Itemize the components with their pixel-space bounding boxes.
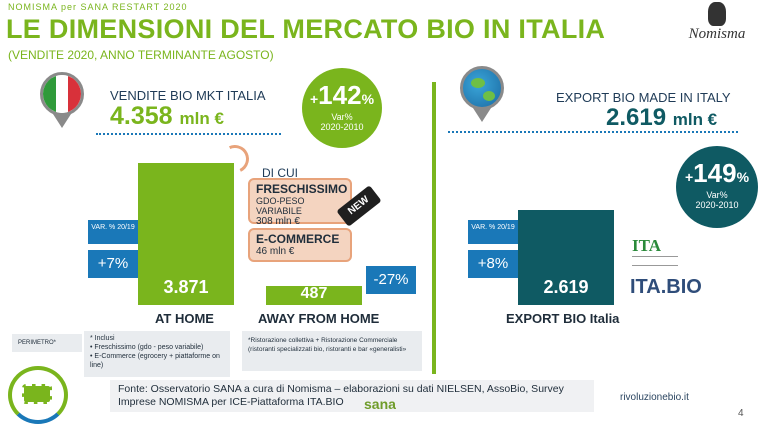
at-home-caption: AT HOME [155, 311, 214, 326]
page-title: LE DIMENSIONI DEL MERCATO BIO IN ITALIA [6, 14, 606, 44]
growth-period: 2020-2010 [320, 122, 364, 132]
ecommerce-value: 46 mln € [256, 246, 295, 257]
brand-logo: Nomisma [682, 2, 752, 50]
perimetro-label-box: PERIMETRO* [12, 334, 82, 352]
export-value: 2.619 mln € [606, 104, 717, 132]
freschissimo-box: FRESCHISSIMO GDO-PESO VARIABILE 308 mln … [248, 178, 352, 227]
page-number: 4 [738, 408, 744, 419]
ita-logo: ITA [632, 236, 661, 255]
bar-away-value: 487 [300, 285, 328, 302]
export-growth-prefix: + [684, 169, 694, 185]
export-caption: EXPORT BIO Italia [506, 311, 620, 326]
dicui-label: DI CUI [262, 166, 298, 180]
growth-prefix: + [309, 91, 319, 107]
perimetro-bullet-2: • E-Commerce (egrocery + piattaforme on … [90, 353, 220, 369]
at-home-var-label: VAR. % 20/19 [88, 220, 138, 244]
brand-name: Nomisma [688, 26, 746, 42]
export-label: EXPORT BIO MADE IN ITALY [556, 90, 731, 105]
export-growth-period: 2020-2010 [695, 200, 739, 210]
globe-pin-tip [473, 108, 491, 122]
italy-growth-circle: +142% Var% 2020-2010 [302, 68, 382, 148]
export-unit: mln € [672, 110, 718, 129]
export-number: 2.619 [606, 104, 667, 131]
italy-market-label: VENDITE BIO MKT ITALIA [110, 88, 266, 103]
export-growth-circle: +149% Var% 2020-2010 [676, 146, 758, 228]
growth-suffix: % [361, 91, 375, 107]
export-dotted-line [448, 131, 738, 133]
source-box: Fonte: Osservatorio SANA a cura di Nomis… [110, 380, 594, 412]
itabio-logo: ITA.BIO [630, 276, 702, 298]
bar-at-home-value: 3.871 [163, 277, 209, 297]
away-var-value: -27% [366, 266, 416, 294]
globe-icon [460, 66, 504, 110]
perimetro-inclusi: * Inclusi [90, 335, 115, 342]
freschissimo-sub: GDO-PESO VARIABILE [256, 196, 305, 216]
kicker: NOMISMA per SANA RESTART 2020 [8, 2, 188, 12]
freschissimo-title: FRESCHISSIMO [256, 182, 348, 196]
bio-circle-logo [8, 366, 68, 424]
export-var-value: +8% [468, 250, 518, 278]
italy-flag-icon [40, 72, 84, 116]
italy-market-unit: mln € [179, 109, 224, 128]
bar-at-home [138, 163, 234, 305]
ecommerce-title: E-COMMERCE [256, 232, 340, 246]
export-growth-suffix: % [736, 169, 750, 185]
vertical-divider [432, 82, 436, 374]
ita-logo-lines [632, 256, 678, 266]
italy-pin-tip [53, 114, 71, 128]
away-caption: AWAY FROM HOME [258, 311, 380, 326]
growth-label: Var% [331, 112, 353, 122]
ecommerce-box: E-COMMERCE 46 mln € [248, 228, 352, 262]
bar-export [518, 210, 614, 305]
bar-away-from-home [266, 286, 362, 305]
perimetro-note-box: *Ristorazione collettiva + Ristorazione … [242, 331, 422, 371]
export-growth-value: 149 [693, 158, 737, 188]
perimetro-included-box: * Inclusi • Freschissimo (gdo - peso var… [84, 331, 230, 377]
bar-export-value: 2.619 [543, 277, 589, 297]
freschissimo-value: 308 mln € [256, 216, 300, 227]
italy-market-number: 4.358 [110, 102, 173, 130]
sana-logo: sana [364, 396, 396, 412]
export-growth-label: Var% [706, 190, 728, 200]
growth-value: 142 [318, 80, 362, 110]
page-subtitle: (VENDITE 2020, ANNO TERMINANTE AGOSTO) [8, 48, 274, 62]
site-link[interactable]: rivoluzionebio.it [620, 392, 689, 403]
brand-emblem-icon [708, 2, 726, 26]
at-home-var-value: +7% [88, 250, 138, 278]
italy-market-value: 4.358 mln € [110, 102, 224, 131]
perimetro-bullet-1: • Freschissimo (gdo - peso variabile) [90, 344, 204, 351]
italy-dotted-line [96, 133, 281, 135]
export-var-label: VAR. % 20/19 [468, 220, 518, 244]
